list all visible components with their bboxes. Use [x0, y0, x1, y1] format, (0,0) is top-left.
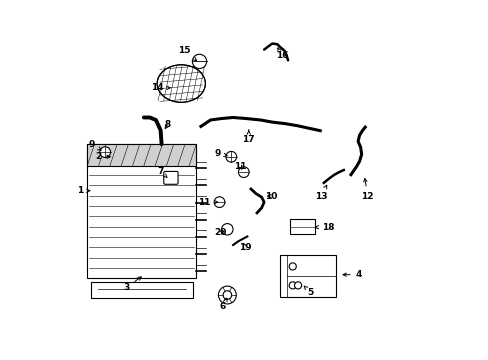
Bar — [91, 282, 192, 298]
Text: 8: 8 — [164, 120, 170, 129]
Text: 19: 19 — [239, 243, 251, 252]
Circle shape — [218, 286, 236, 304]
Text: 11: 11 — [198, 198, 217, 207]
Ellipse shape — [157, 65, 205, 102]
Circle shape — [288, 282, 296, 289]
Text: 14: 14 — [150, 83, 170, 92]
Bar — [279, 255, 335, 297]
Text: 9: 9 — [88, 140, 101, 150]
Text: 18: 18 — [315, 222, 334, 231]
Circle shape — [223, 291, 231, 299]
Circle shape — [238, 167, 248, 177]
Text: 20: 20 — [214, 228, 226, 237]
Circle shape — [221, 224, 233, 235]
Text: 5: 5 — [304, 286, 313, 297]
Text: 17: 17 — [242, 130, 255, 144]
Circle shape — [294, 282, 301, 289]
Text: 9: 9 — [214, 149, 227, 158]
Text: 12: 12 — [361, 179, 373, 201]
Text: 7: 7 — [157, 167, 166, 177]
Text: 16: 16 — [275, 48, 287, 60]
Text: 11: 11 — [233, 162, 246, 171]
Bar — [290, 219, 314, 234]
Circle shape — [192, 54, 206, 68]
Text: 13: 13 — [314, 185, 327, 201]
Text: 2: 2 — [95, 152, 110, 161]
Bar — [87, 144, 196, 166]
Text: 3: 3 — [123, 277, 141, 292]
Text: 15: 15 — [178, 46, 196, 61]
Circle shape — [225, 152, 236, 162]
FancyBboxPatch shape — [163, 171, 178, 184]
Text: 4: 4 — [342, 270, 361, 279]
Circle shape — [214, 197, 224, 207]
Text: 1: 1 — [77, 186, 90, 195]
Text: 10: 10 — [264, 192, 277, 201]
Text: 6: 6 — [220, 298, 226, 311]
Circle shape — [288, 263, 296, 270]
Bar — [87, 144, 196, 278]
Circle shape — [100, 147, 110, 157]
